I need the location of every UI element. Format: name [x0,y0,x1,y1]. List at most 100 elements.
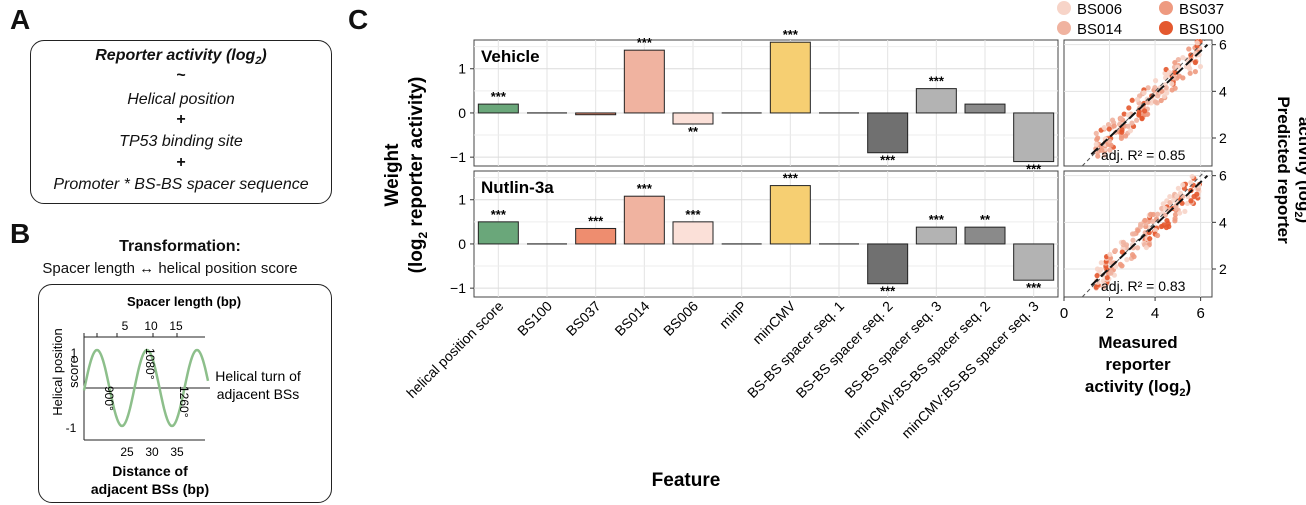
svg-text:(log2 reporter activity): (log2 reporter activity) [406,77,430,274]
significance-label: *** [929,74,945,89]
scatter-point [1175,185,1181,191]
bottom-tick: 35 [170,445,184,459]
scatter-point [1119,263,1125,269]
vehicle-frame [473,39,1059,167]
scatter-point [1152,99,1159,105]
scatter-point [1104,275,1110,281]
scatter-point [1119,127,1125,133]
category-labels: helical position score BS100 BS037 BS014 BS0… [403,297,1042,441]
y-tick-1: 1 [71,346,78,360]
scatter-point [1131,254,1137,260]
transformation-subtitle: Spacer length ↔ helical position score [42,260,298,277]
scatter-point [1163,75,1169,81]
scatter-point [1124,257,1130,263]
scatter-point [1184,57,1190,63]
scatter-x-label-1: Measured [1098,333,1177,352]
scatter-point [1112,247,1119,254]
scatter-point [1139,116,1145,122]
significance-label: *** [637,35,653,50]
scatter-point [1186,64,1192,70]
legend-marker-bs014 [1057,21,1071,35]
scatter-point [1189,173,1195,180]
fit-line [1090,174,1209,287]
scatter-point [1106,138,1113,144]
panel-c-label: C [348,4,369,35]
bottom-axis-label-2: adjacent BSs (bp) [91,481,209,497]
nutlin-title: Nutlin-3a [481,178,554,197]
scatter-point [1172,212,1179,218]
scatter-point [1162,205,1168,212]
legend-label-bs037: BS037 [1179,1,1224,18]
scatter-point [1095,135,1101,141]
bar [672,221,714,245]
scatter-point [1172,85,1178,91]
bar [623,195,665,245]
bar [867,112,909,154]
scatter-point [1150,218,1156,225]
formula-term-3: Promoter * BS-BS spacer sequence [53,176,309,193]
significance-label: *** [1026,280,1042,295]
y-axis-label-1: Helical position [50,328,65,415]
scatter-point [1107,251,1113,258]
significance-label: ** [980,212,991,227]
scatter-point [1152,78,1159,84]
weight-axis-label: Weight (log2 reporter activity) [382,77,430,274]
scatter-point [1120,239,1126,245]
scatter-point [1098,260,1104,266]
nutlin-frame [473,170,1059,298]
transformation-title: Transformation: [119,238,241,255]
formula-response: Reporter activity (log2) [95,47,267,68]
scatter-y-tick-label: 2 [1219,130,1227,146]
legend-marker-bs100 [1159,21,1173,35]
y-tick-minus1: -1 [66,421,77,435]
scatter-y-label: Predicted reporter activity (log2) [1274,96,1306,244]
scatter-point [1160,201,1166,207]
y-tick-label: −1 [450,149,466,165]
feature-axis-label: Feature [652,470,721,491]
bottom-tick: 25 [120,445,134,459]
bar [575,227,617,245]
bar [623,49,665,114]
scatter-point [1182,208,1188,215]
scatter-point [1106,126,1112,132]
category-label: BS014 [611,298,652,339]
top-tick: 15 [169,319,183,333]
significance-label: *** [783,171,799,186]
scatter-point [1194,40,1200,46]
formula-box: Reporter activity (log2) ~ Helical posit… [30,40,332,204]
scatter-y-tick-label: 4 [1219,214,1227,230]
angle-label-900: 900° [102,386,116,411]
scatter-point [1148,211,1154,218]
scatter-point [1095,153,1101,159]
top-axis-label: Spacer length (bp) [127,294,241,309]
scatter-point [1125,123,1131,129]
scatter-point [1155,211,1161,217]
significance-label: ** [688,124,699,139]
scatter-point [1153,216,1160,222]
scatter-y-tick-label: 4 [1219,83,1227,99]
scatter-point [1186,46,1192,52]
svg-text:Weight: Weight [382,143,403,207]
scatter-x-tick-label: 6 [1196,305,1204,322]
scatter-point [1101,281,1107,287]
category-label: BS100 [514,298,555,339]
top-tick: 10 [144,319,158,333]
scatter-point [1197,63,1204,70]
y-axis-label-2: score [66,356,81,388]
panel-a-label: A [10,4,31,35]
scatter-point [1147,236,1153,242]
fit-line [1090,43,1209,156]
y-tick-label: −1 [450,280,466,296]
bar [769,41,811,114]
scatter-point [1142,217,1148,224]
bar [575,112,617,116]
scatter-point [1138,221,1144,227]
scatter-point [1136,109,1142,115]
scatter-point [1191,193,1197,200]
scatter-point [1166,69,1172,76]
scatter-point [1134,117,1140,123]
scatter-point [1130,237,1136,243]
scatter-point [1123,133,1129,139]
angle-label-1080: 1080° [143,348,157,380]
